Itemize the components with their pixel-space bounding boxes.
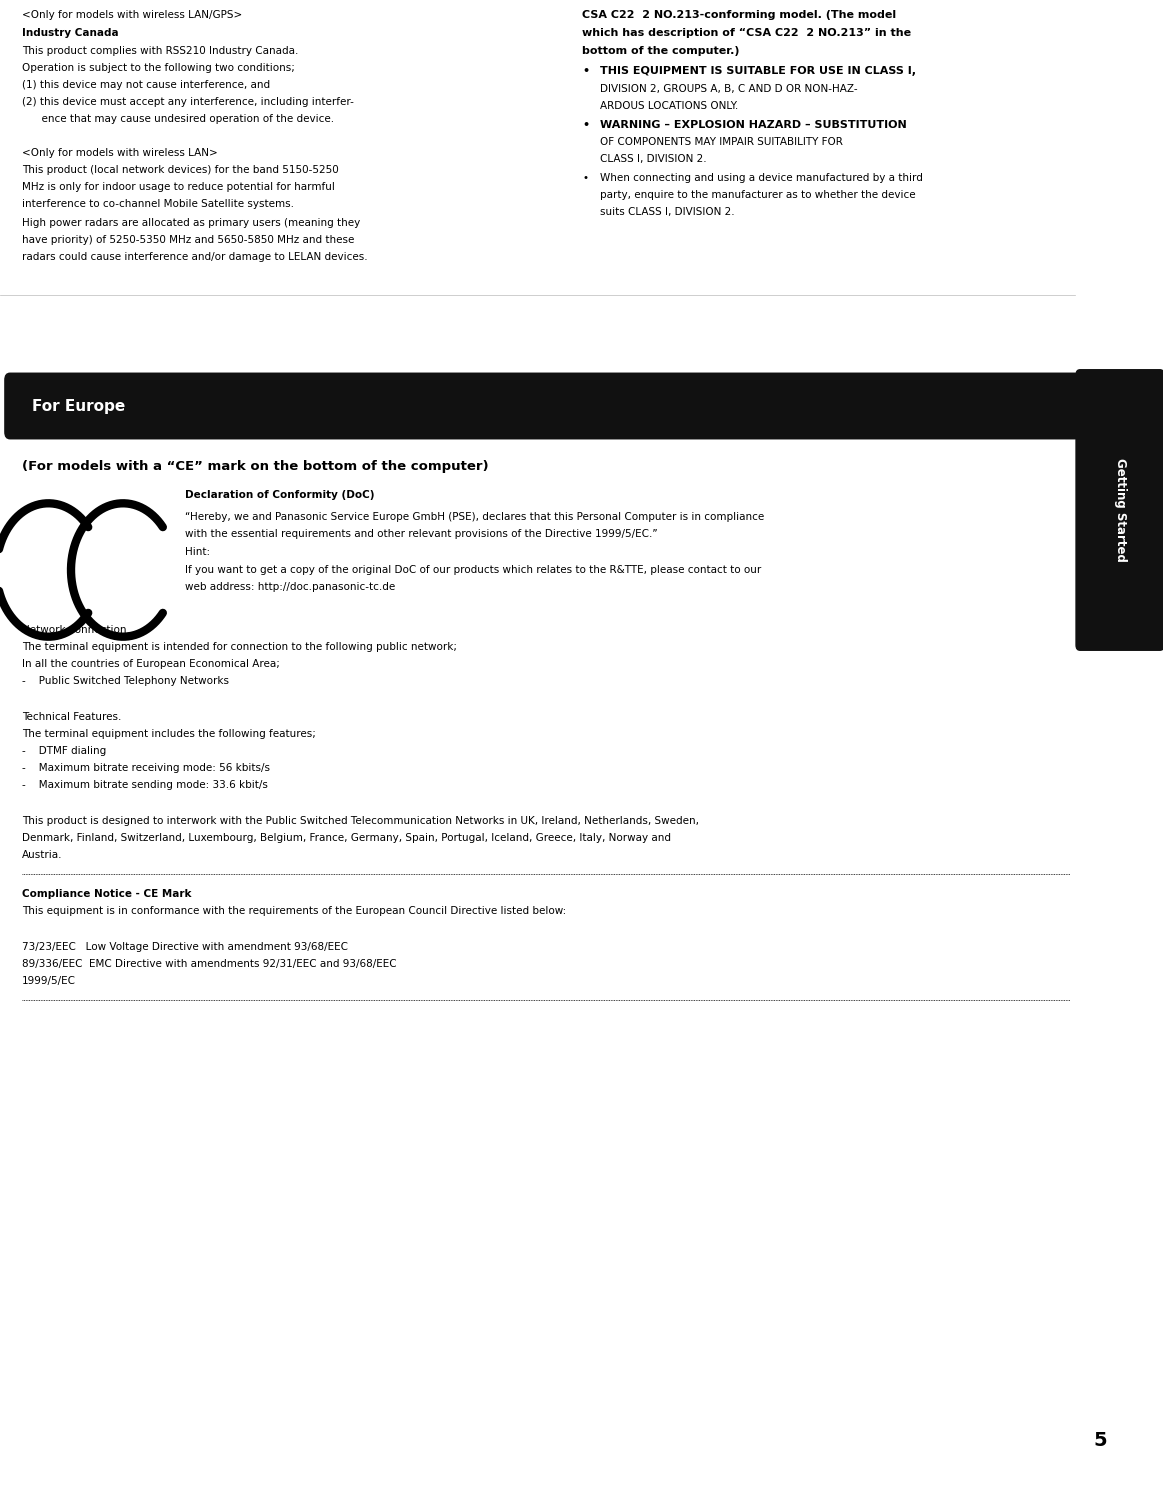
FancyBboxPatch shape (5, 373, 1080, 440)
Text: CLASS I, DIVISION 2.: CLASS I, DIVISION 2. (600, 154, 707, 164)
Text: (1) this device may not cause interference, and: (1) this device may not cause interferen… (22, 81, 270, 90)
Text: When connecting and using a device manufactured by a third: When connecting and using a device manuf… (600, 173, 923, 184)
Text: The terminal equipment is intended for connection to the following public networ: The terminal equipment is intended for c… (22, 642, 457, 652)
Text: Getting Started: Getting Started (1113, 458, 1127, 562)
Text: party, enquire to the manufacturer as to whether the device: party, enquire to the manufacturer as to… (600, 189, 915, 200)
Text: •: • (582, 66, 590, 76)
Text: -    DTMF dialing: - DTMF dialing (22, 746, 106, 756)
Text: -    Public Switched Telephony Networks: - Public Switched Telephony Networks (22, 676, 229, 686)
Text: “Hereby, we and Panasonic Service Europe GmbH (PSE), declares that this Personal: “Hereby, we and Panasonic Service Europe… (185, 512, 764, 522)
Text: suits CLASS I, DIVISION 2.: suits CLASS I, DIVISION 2. (600, 207, 735, 216)
Text: Hint:: Hint: (185, 548, 211, 557)
Text: DIVISION 2, GROUPS A, B, C AND D OR NON-HAZ-: DIVISION 2, GROUPS A, B, C AND D OR NON-… (600, 84, 857, 94)
Text: Compliance Notice - CE Mark: Compliance Notice - CE Mark (22, 889, 192, 900)
Text: Declaration of Conformity (DoC): Declaration of Conformity (DoC) (185, 489, 374, 500)
Text: radars could cause interference and/or damage to LELAN devices.: radars could cause interference and/or d… (22, 252, 368, 263)
Text: Denmark, Finland, Switzerland, Luxembourg, Belgium, France, Germany, Spain, Port: Denmark, Finland, Switzerland, Luxembour… (22, 833, 671, 843)
Text: This equipment is in conformance with the requirements of the European Council D: This equipment is in conformance with th… (22, 906, 566, 916)
Text: CSA C22  2 NO.213-conforming model. (The model: CSA C22 2 NO.213-conforming model. (The … (582, 10, 897, 19)
FancyBboxPatch shape (1076, 369, 1163, 651)
Text: which has description of “CSA C22  2 NO.213” in the: which has description of “CSA C22 2 NO.2… (582, 28, 911, 37)
Text: bottom of the computer.): bottom of the computer.) (582, 46, 740, 57)
Text: 89/336/EEC  EMC Directive with amendments 92/31/EEC and 93/68/EEC: 89/336/EEC EMC Directive with amendments… (22, 959, 397, 968)
Text: For Europe: For Europe (33, 398, 126, 413)
Text: 1999/5/EC: 1999/5/EC (22, 976, 76, 986)
Text: web address: http://doc.panasonic-tc.de: web address: http://doc.panasonic-tc.de (185, 582, 395, 592)
Text: (2) this device must accept any interference, including interfer-: (2) this device must accept any interfer… (22, 97, 354, 107)
Text: WARNING – EXPLOSION HAZARD – SUBSTITUTION: WARNING – EXPLOSION HAZARD – SUBSTITUTIO… (600, 119, 907, 130)
Text: interference to co-channel Mobile Satellite systems.: interference to co-channel Mobile Satell… (22, 198, 294, 209)
Text: <Only for models with wireless LAN/GPS>: <Only for models with wireless LAN/GPS> (22, 10, 242, 19)
Text: ARDOUS LOCATIONS ONLY.: ARDOUS LOCATIONS ONLY. (600, 101, 739, 110)
Text: with the essential requirements and other relevant provisions of the Directive 1: with the essential requirements and othe… (185, 530, 657, 539)
Text: have priority) of 5250-5350 MHz and 5650-5850 MHz and these: have priority) of 5250-5350 MHz and 5650… (22, 236, 355, 245)
Text: -    Maximum bitrate sending mode: 33.6 kbit/s: - Maximum bitrate sending mode: 33.6 kbi… (22, 780, 267, 789)
Text: <Only for models with wireless LAN>: <Only for models with wireless LAN> (22, 148, 217, 158)
Text: Industry Canada: Industry Canada (22, 28, 119, 37)
Text: This product (local network devices) for the band 5150-5250: This product (local network devices) for… (22, 166, 338, 175)
Text: •: • (582, 173, 588, 184)
Text: Network connection.: Network connection. (22, 625, 130, 636)
Text: MHz is only for indoor usage to reduce potential for harmful: MHz is only for indoor usage to reduce p… (22, 182, 335, 192)
Text: OF COMPONENTS MAY IMPAIR SUITABILITY FOR: OF COMPONENTS MAY IMPAIR SUITABILITY FOR (600, 137, 843, 148)
Text: In all the countries of European Economical Area;: In all the countries of European Economi… (22, 659, 280, 668)
Text: Austria.: Austria. (22, 850, 63, 859)
Text: 73/23/EEC   Low Voltage Directive with amendment 93/68/EEC: 73/23/EEC Low Voltage Directive with ame… (22, 941, 348, 952)
Text: (For models with a “CE” mark on the bottom of the computer): (For models with a “CE” mark on the bott… (22, 460, 488, 473)
Text: High power radars are allocated as primary users (meaning they: High power radars are allocated as prima… (22, 218, 361, 228)
Text: Operation is subject to the following two conditions;: Operation is subject to the following tw… (22, 63, 295, 73)
Text: This product is designed to interwork with the Public Switched Telecommunication: This product is designed to interwork wi… (22, 816, 699, 827)
Text: If you want to get a copy of the original DoC of our products which relates to t: If you want to get a copy of the origina… (185, 565, 762, 574)
Text: ence that may cause undesired operation of the device.: ence that may cause undesired operation … (22, 113, 334, 124)
Text: 5: 5 (1093, 1431, 1107, 1450)
Text: Technical Features.: Technical Features. (22, 712, 121, 722)
Text: -    Maximum bitrate receiving mode: 56 kbits/s: - Maximum bitrate receiving mode: 56 kbi… (22, 762, 270, 773)
Text: This product complies with RSS210 Industry Canada.: This product complies with RSS210 Indust… (22, 46, 299, 57)
Text: •: • (582, 119, 590, 130)
Text: The terminal equipment includes the following features;: The terminal equipment includes the foll… (22, 730, 316, 739)
Text: THIS EQUIPMENT IS SUITABLE FOR USE IN CLASS I,: THIS EQUIPMENT IS SUITABLE FOR USE IN CL… (600, 66, 916, 76)
